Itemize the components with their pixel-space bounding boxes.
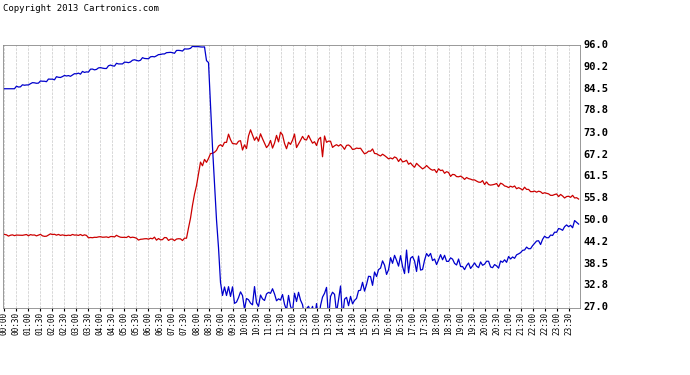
Text: 38.5: 38.5 xyxy=(583,259,608,269)
Text: 50.0: 50.0 xyxy=(583,215,608,225)
Text: 32.8: 32.8 xyxy=(583,280,608,290)
Text: 67.2: 67.2 xyxy=(583,150,608,160)
Text: 78.8: 78.8 xyxy=(583,105,608,116)
Text: 84.5: 84.5 xyxy=(583,84,608,94)
Text: 73.0: 73.0 xyxy=(583,128,608,138)
Text: 55.8: 55.8 xyxy=(583,193,608,203)
Text: 96.0: 96.0 xyxy=(583,40,608,50)
Text: 44.2: 44.2 xyxy=(583,237,608,247)
Text: 90.2: 90.2 xyxy=(583,62,608,72)
Text: Copyright 2013 Cartronics.com: Copyright 2013 Cartronics.com xyxy=(3,4,159,13)
Text: 27.0: 27.0 xyxy=(583,303,608,312)
Text: 61.5: 61.5 xyxy=(583,171,608,181)
